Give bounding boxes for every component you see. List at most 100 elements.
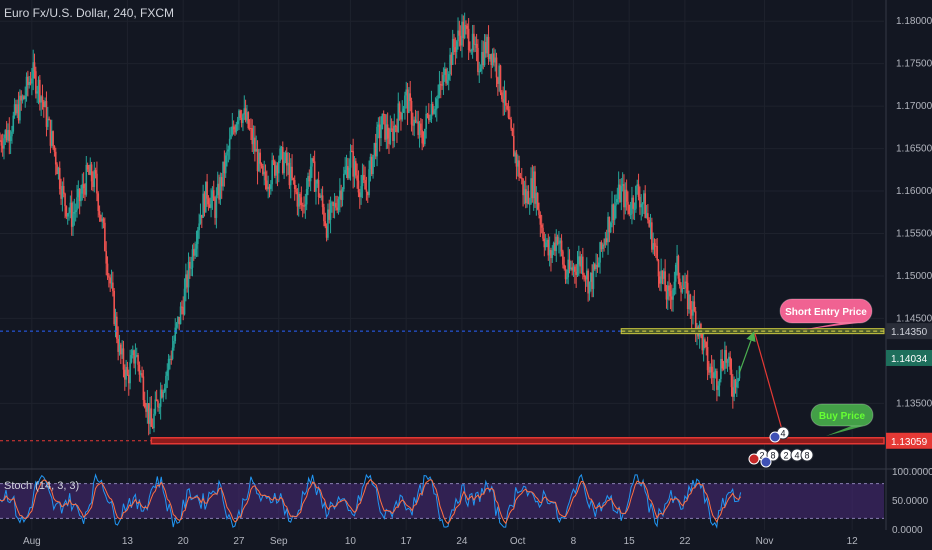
candle-body [439,84,442,86]
candle-body [20,95,23,101]
candle-body [668,285,670,291]
candle-body [551,250,554,259]
candle-body [652,243,654,250]
candle-body [41,96,44,102]
candle-body [425,113,427,129]
candle-body [82,184,85,189]
candle-body [291,166,293,178]
candle-body [72,213,74,227]
candle-body [604,238,607,245]
candle-body [48,118,50,120]
candle-body [324,221,327,227]
candle-body [720,358,722,380]
candle-body [226,151,228,156]
candle-body [709,366,712,373]
candle-body [655,245,657,247]
candle-body [617,184,620,200]
candle-body [607,216,609,243]
candle-body [596,264,599,268]
candle-body [406,89,409,113]
candle-body [584,277,587,280]
support-price-label-text: 1.13059 [891,437,928,448]
candle-body [684,281,686,289]
buy-price-callout-bubble [810,403,874,427]
candle-body [39,79,41,103]
candle-body [511,128,514,136]
candle-body [469,50,471,52]
candle-body [401,112,404,120]
candle-body [0,140,3,146]
candle-body [239,110,242,118]
candle-body [595,264,597,270]
candle-body [158,406,161,408]
candle-body [396,126,398,132]
candle-body [354,161,357,176]
x-tick-label: Aug [23,536,41,547]
support-price-label-bg [886,432,932,449]
candle-body [64,193,66,207]
candle-body [414,119,417,122]
candle-body [485,42,487,54]
stoch-tick-label: 100.0000 [892,467,932,478]
candle-body [593,264,596,270]
candle-body [223,161,226,174]
flag-icon [748,453,760,465]
candle-body [207,198,210,205]
y-tick-label: 1.16500 [896,144,932,155]
candle-body [68,212,70,214]
candle-body [277,161,280,174]
candle-body [510,119,512,129]
candle-body [305,189,308,205]
candle-body [109,277,111,284]
candle-body [463,25,466,39]
x-tick-label: 24 [456,536,468,547]
candle-body [579,256,581,267]
candle-body [179,306,182,325]
candle-body [682,288,685,290]
candle-body [591,272,593,289]
candle-body [208,204,211,208]
candle-body [162,391,165,398]
candle-body [661,270,664,279]
candle-body [303,205,305,207]
stochastic-pane: 100.0000 50.0000 0.0000 [0,467,932,536]
candle-body [191,249,194,268]
candle-body [531,178,534,199]
candle-body [251,128,254,145]
candle-body [336,207,339,211]
candle-body [429,119,431,121]
candle-body [0,140,1,142]
candle-body [65,206,68,217]
candle-body [194,248,196,256]
candle-body [325,226,328,238]
candle-body [647,213,649,220]
candle-body [392,129,394,141]
candle-body [503,90,506,103]
candle-body [659,276,661,284]
candle-body [620,185,623,202]
candle-body [242,114,244,123]
candle-body [348,167,350,179]
candle-body [693,301,696,312]
candle-body [547,239,550,256]
candle-body [471,33,474,51]
candle-body [210,197,212,208]
candle-body [190,267,192,269]
candle-body [100,214,102,222]
x-tick-label: Nov [756,536,774,547]
candle-body [139,373,142,375]
candle-body [267,186,269,190]
candle-body [737,378,739,382]
candle-body [420,123,422,131]
candle-body [12,115,15,132]
candle-body [182,307,185,315]
candle-body [662,271,665,279]
candle-body [380,129,382,139]
candle-body [45,101,48,127]
candle-body [135,355,138,357]
candle-body [73,211,76,214]
candle-body [137,355,139,365]
candle-body [694,311,697,333]
candle-body [552,242,555,251]
